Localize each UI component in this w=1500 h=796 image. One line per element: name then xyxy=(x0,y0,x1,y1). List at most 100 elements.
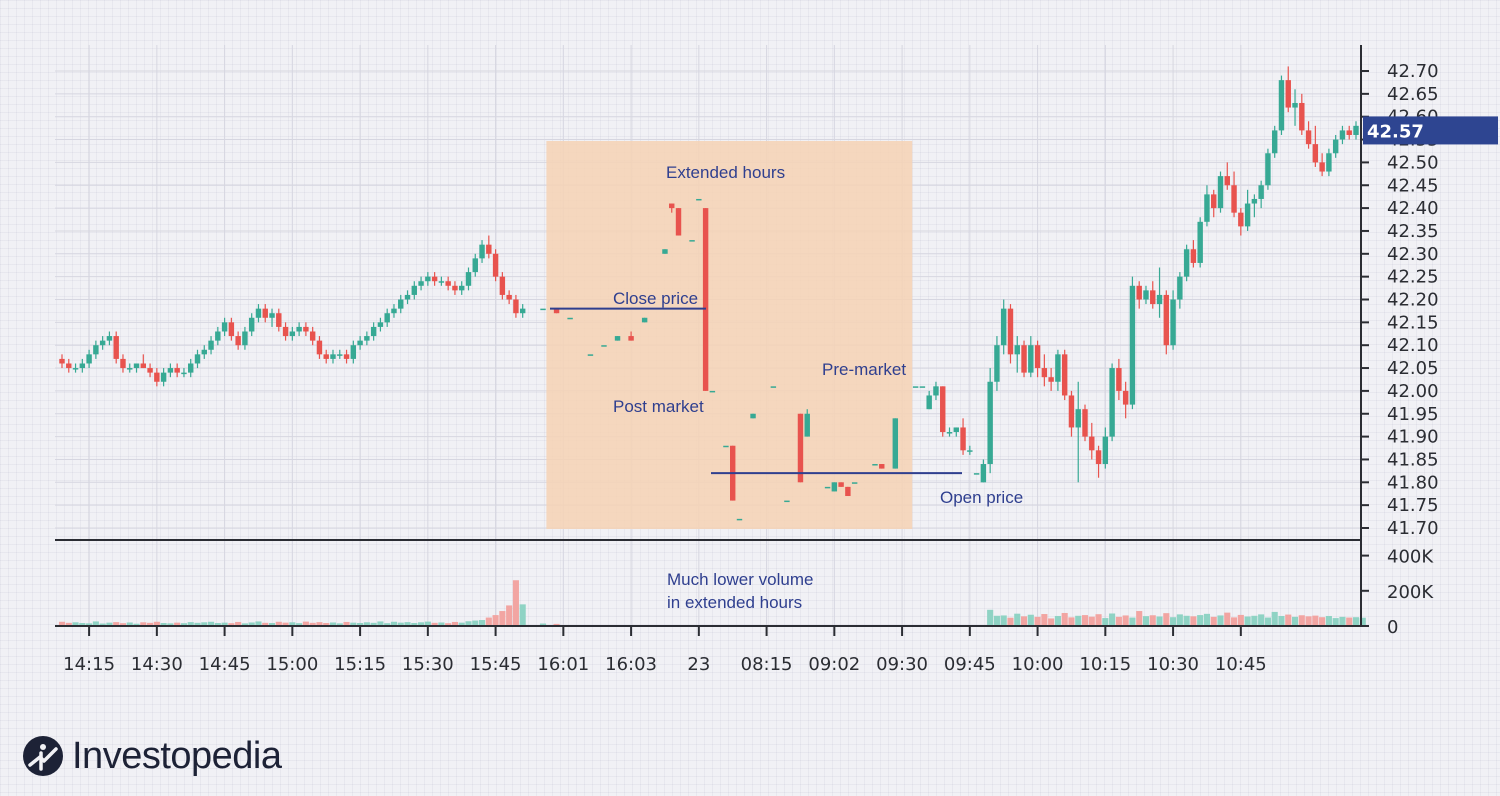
volume-bar xyxy=(1170,617,1177,626)
volume-bar xyxy=(1271,611,1278,626)
time-tick-label: 16:03 xyxy=(605,654,657,675)
candle-body xyxy=(282,326,289,337)
candle-body xyxy=(824,486,831,489)
volume-bar xyxy=(323,623,330,626)
candle xyxy=(255,304,262,323)
candle xyxy=(1305,121,1312,149)
volume-bar xyxy=(370,622,377,626)
candle-body xyxy=(1339,130,1346,140)
volume-bar xyxy=(1231,617,1238,626)
candle-body xyxy=(1292,102,1298,108)
candle xyxy=(106,331,113,346)
investopedia-logo: Investopedia xyxy=(22,734,282,778)
candle-body xyxy=(1231,185,1237,213)
candle xyxy=(113,331,119,364)
candle-body xyxy=(709,390,716,393)
candle xyxy=(208,336,214,355)
candle-body xyxy=(377,322,384,327)
volume-bar xyxy=(1136,611,1143,626)
volume-bar xyxy=(1359,617,1366,626)
candle-body xyxy=(364,336,370,341)
annotation-volume-line1: Much lower volume xyxy=(667,570,813,589)
candle xyxy=(1231,171,1237,218)
volume-tick-label: 400K xyxy=(1387,547,1434,568)
price-tick-label: 41.70 xyxy=(1387,518,1439,539)
price-tick-label: 42.40 xyxy=(1387,198,1439,219)
candle xyxy=(540,308,546,311)
candle xyxy=(99,336,106,350)
candle-body xyxy=(587,354,594,356)
candle xyxy=(174,363,180,378)
volume-bar xyxy=(1183,615,1190,626)
volume-bar xyxy=(418,622,425,626)
volume-bar xyxy=(1346,617,1353,626)
volume-bar xyxy=(1163,613,1170,626)
time-tick-label: 10:30 xyxy=(1147,654,1199,675)
volume-bar xyxy=(1027,614,1034,626)
candle-body xyxy=(1353,125,1359,135)
volume-bar xyxy=(180,623,187,626)
volume-bar xyxy=(519,604,526,626)
volume-bar xyxy=(221,622,228,626)
candle xyxy=(1129,276,1136,410)
volume-bar xyxy=(424,621,431,626)
candle-body xyxy=(255,308,262,318)
candle xyxy=(614,336,621,341)
candle-body xyxy=(309,331,316,341)
volume-bar xyxy=(1061,612,1068,626)
time-tick-label: 15:00 xyxy=(266,654,318,675)
time-tick-label: 10:45 xyxy=(1215,654,1267,675)
candle xyxy=(188,358,194,378)
price-tick-label: 42.30 xyxy=(1387,244,1439,265)
candle xyxy=(1353,121,1359,140)
candle xyxy=(736,518,743,521)
candle xyxy=(93,340,99,359)
candle-body xyxy=(770,386,777,388)
last-price-tag: 42.57 xyxy=(1363,116,1498,145)
volume-bar xyxy=(282,622,289,626)
candle-body xyxy=(93,345,99,355)
volume-bar xyxy=(1088,616,1095,626)
candle xyxy=(1109,363,1115,442)
candle-body xyxy=(289,331,296,337)
candle-body xyxy=(438,281,445,283)
volume-bar xyxy=(472,620,479,626)
volume-bar xyxy=(1224,612,1231,626)
candle xyxy=(1028,336,1034,378)
candle xyxy=(276,308,282,332)
time-tick-label: 14:15 xyxy=(63,654,115,675)
candle-body xyxy=(1183,249,1190,277)
candle xyxy=(973,473,980,475)
volume-bar xyxy=(1203,613,1211,626)
volume-bar xyxy=(1034,616,1041,626)
candle xyxy=(1041,354,1048,387)
candle xyxy=(709,390,716,393)
volume-bar xyxy=(336,623,343,626)
volume-bar xyxy=(106,622,113,626)
candle-body xyxy=(1122,390,1129,405)
volume-bar xyxy=(1190,616,1197,626)
time-axis-labels: 14:15 14:30 14:45 15:00 15:15 15:30 15:45 16:01… xyxy=(63,626,1267,675)
candle-body xyxy=(1244,203,1251,227)
candle-body xyxy=(1332,139,1339,154)
candle-body xyxy=(242,331,248,346)
candle xyxy=(824,486,831,489)
candle xyxy=(465,267,472,291)
price-tick-label: 41.75 xyxy=(1387,495,1439,516)
candle-body xyxy=(1319,162,1325,172)
candle xyxy=(669,203,675,213)
candle xyxy=(1238,208,1244,236)
volume-bar xyxy=(289,622,296,626)
candle xyxy=(1285,66,1291,113)
candle-body xyxy=(669,203,675,209)
volume-bar xyxy=(1332,618,1339,626)
volume-bar xyxy=(451,621,458,626)
candle xyxy=(269,308,275,327)
volume-bar xyxy=(411,623,418,626)
volume-bar xyxy=(1095,614,1102,626)
volume-bar xyxy=(1298,615,1305,626)
candle-body xyxy=(513,299,519,314)
candle-body xyxy=(188,363,194,373)
price-tick-label: 41.80 xyxy=(1387,472,1439,493)
candle xyxy=(1007,304,1014,364)
